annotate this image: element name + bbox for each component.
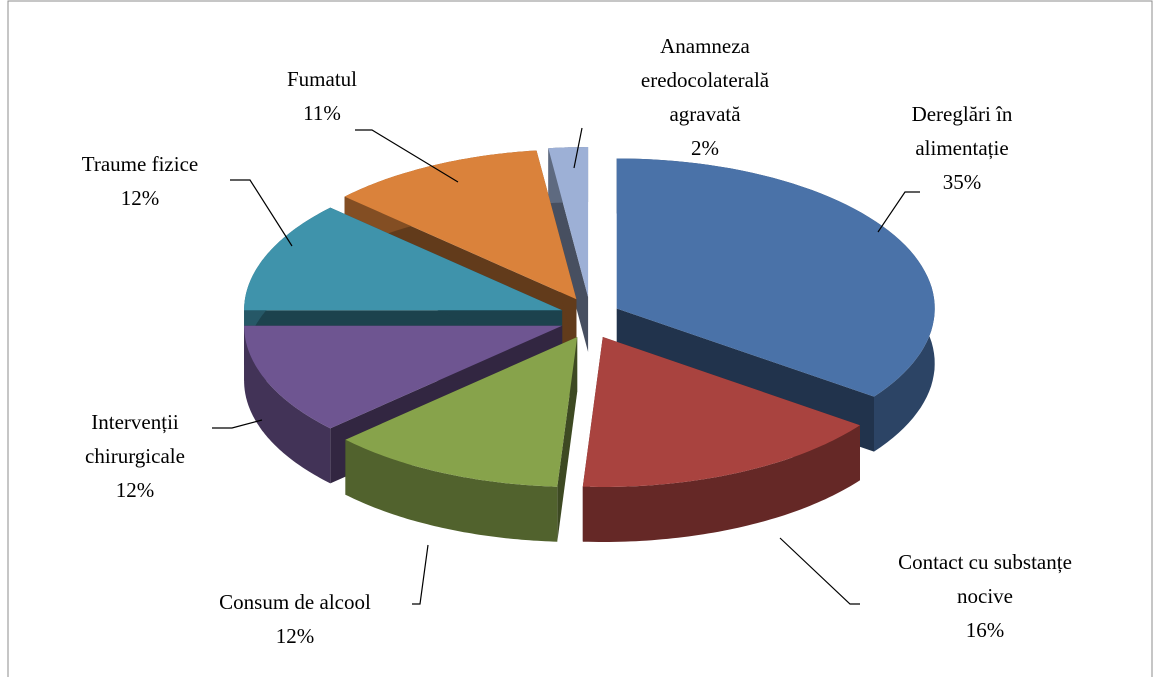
slice-wall bbox=[582, 425, 860, 542]
value-label: 12% bbox=[120, 186, 160, 210]
category-label: Dereglări în alimentație bbox=[911, 102, 1013, 160]
value-label: 16% bbox=[965, 618, 1005, 642]
data-label: Consum de alcool 12% bbox=[165, 585, 425, 653]
value-label: 2% bbox=[691, 136, 719, 160]
category-label: Traume fizice bbox=[81, 152, 199, 176]
leader-lines bbox=[212, 127, 920, 605]
leader-line bbox=[573, 127, 583, 169]
slice bbox=[244, 207, 563, 311]
pie bbox=[244, 147, 935, 542]
leader-line bbox=[212, 419, 263, 429]
data-label: Intervenții chirurgicale 12% bbox=[60, 405, 210, 507]
value-label: 35% bbox=[942, 170, 982, 194]
data-label: Traume fizice 12% bbox=[40, 147, 240, 215]
slice bbox=[244, 325, 563, 429]
category-label: Fumatul bbox=[286, 67, 357, 91]
category-label: Anamneza eredocolaterală agravată bbox=[640, 34, 770, 126]
data-label: Anamneza eredocolaterală agravată 2% bbox=[620, 29, 790, 165]
data-label: Fumatul 11% bbox=[247, 62, 397, 130]
leader-line bbox=[779, 537, 860, 605]
category-label: Intervenții chirurgicale bbox=[85, 410, 185, 468]
slice bbox=[582, 337, 860, 487]
category-label: Contact cu substanțe nocive bbox=[898, 550, 1072, 608]
data-label: Contact cu substanțe nocive 16% bbox=[895, 545, 1075, 647]
leader-line bbox=[230, 179, 293, 247]
data-label: Dereglări în alimentație 35% bbox=[877, 97, 1047, 199]
slice bbox=[548, 147, 589, 297]
category-label: Consum de alcool bbox=[219, 590, 371, 614]
value-label: 12% bbox=[115, 478, 155, 502]
leader-line bbox=[877, 191, 920, 233]
slice bbox=[344, 150, 577, 300]
slice bbox=[616, 158, 935, 397]
slice-wall bbox=[345, 439, 558, 542]
chart-frame bbox=[7, 0, 1153, 677]
value-label: 12% bbox=[275, 624, 315, 648]
slice-wall bbox=[244, 325, 331, 484]
slice bbox=[345, 337, 578, 487]
value-label: 11% bbox=[303, 101, 341, 125]
leader-line bbox=[355, 129, 459, 183]
leader-line bbox=[412, 544, 429, 605]
